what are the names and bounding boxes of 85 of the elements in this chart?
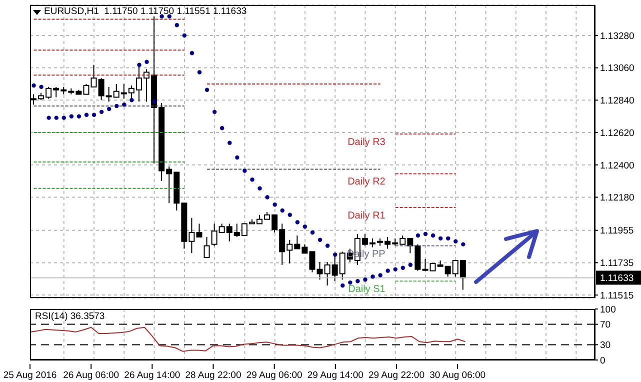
ref-line-label: 1.11633	[600, 273, 634, 284]
y-tick-label: 0	[600, 355, 606, 366]
point	[99, 110, 104, 114]
point	[76, 114, 82, 118]
point	[258, 186, 262, 191]
y-tick-label: 1.11515	[600, 290, 634, 302]
point	[378, 273, 382, 278]
y-tick-label: 70	[600, 320, 611, 331]
y-tick-label: 1.12180	[600, 192, 634, 204]
series-label: Daily S1	[348, 284, 386, 296]
point	[54, 116, 58, 120]
point	[250, 177, 254, 182]
x-tick-label: 25 Aug 2016	[3, 370, 57, 381]
point	[400, 266, 406, 270]
point	[325, 244, 330, 248]
point	[356, 278, 360, 284]
point	[446, 236, 450, 241]
point	[423, 232, 428, 236]
y-tick-label: 100	[600, 304, 616, 316]
y-tick-label: 1.13060	[600, 63, 634, 74]
x-tick-label: 29 Aug 06:00	[246, 370, 302, 381]
point	[332, 252, 338, 257]
chart-title: EURUSD,H1 1.11750 1.11750 1.11551 1.11633	[44, 6, 247, 17]
point	[46, 116, 51, 120]
point	[144, 60, 149, 64]
point	[242, 168, 247, 173]
point	[288, 212, 292, 217]
point	[340, 283, 345, 288]
point	[386, 268, 390, 273]
point	[280, 208, 284, 213]
point	[461, 242, 466, 246]
point	[174, 23, 180, 28]
point	[137, 62, 142, 67]
point	[92, 112, 96, 117]
point	[32, 83, 36, 88]
point	[318, 238, 322, 242]
point	[370, 274, 375, 279]
point	[363, 278, 368, 282]
y-tick-label: 1.13280	[600, 30, 634, 42]
y-tick-label: 1.12840	[600, 96, 634, 107]
x-tick-label: 29 Aug 14:00	[307, 370, 364, 381]
x-tick-label: 28 Aug 22:00	[185, 370, 242, 381]
x-tick-label: 30 Aug 06:00	[430, 370, 486, 381]
y-tick-label: 1.11735	[600, 258, 634, 270]
point	[69, 114, 74, 118]
point	[430, 233, 436, 238]
point	[272, 202, 277, 207]
point	[197, 70, 202, 74]
x-tick-label: 26 Aug 06:00	[63, 370, 120, 381]
series-label: Daily R3	[348, 136, 386, 148]
y-tick-label: 30	[600, 340, 611, 352]
point	[408, 262, 413, 268]
point	[438, 236, 443, 241]
point	[310, 230, 315, 235]
point	[220, 126, 224, 130]
x-tick-label: 29 Aug 22:00	[368, 370, 424, 381]
line-series	[30, 326, 466, 352]
point	[204, 88, 210, 92]
y-tick-label: 1.12400	[600, 160, 634, 172]
point	[122, 102, 126, 107]
series-label: Daily R1	[348, 210, 386, 222]
point	[212, 110, 217, 114]
point	[235, 155, 240, 160]
point	[265, 195, 270, 200]
point	[130, 98, 134, 102]
point	[416, 233, 420, 238]
point	[106, 106, 112, 112]
point	[295, 220, 300, 224]
point	[302, 224, 308, 229]
point	[190, 50, 194, 56]
point	[62, 116, 66, 120]
point	[228, 140, 232, 145]
point	[182, 33, 187, 38]
point	[348, 280, 352, 285]
point	[39, 84, 44, 90]
chart-title: RSI(14) 36.3573	[35, 311, 105, 322]
point	[454, 239, 458, 244]
point	[114, 104, 119, 108]
series-label: Daily R2	[348, 176, 386, 188]
y-tick-label: 1.12620	[600, 128, 634, 139]
point	[393, 267, 398, 272]
point	[152, 100, 156, 104]
x-tick-label: 26 Aug 14:00	[124, 370, 180, 381]
y-tick-label: 1.11955	[600, 226, 634, 237]
point	[84, 112, 89, 117]
